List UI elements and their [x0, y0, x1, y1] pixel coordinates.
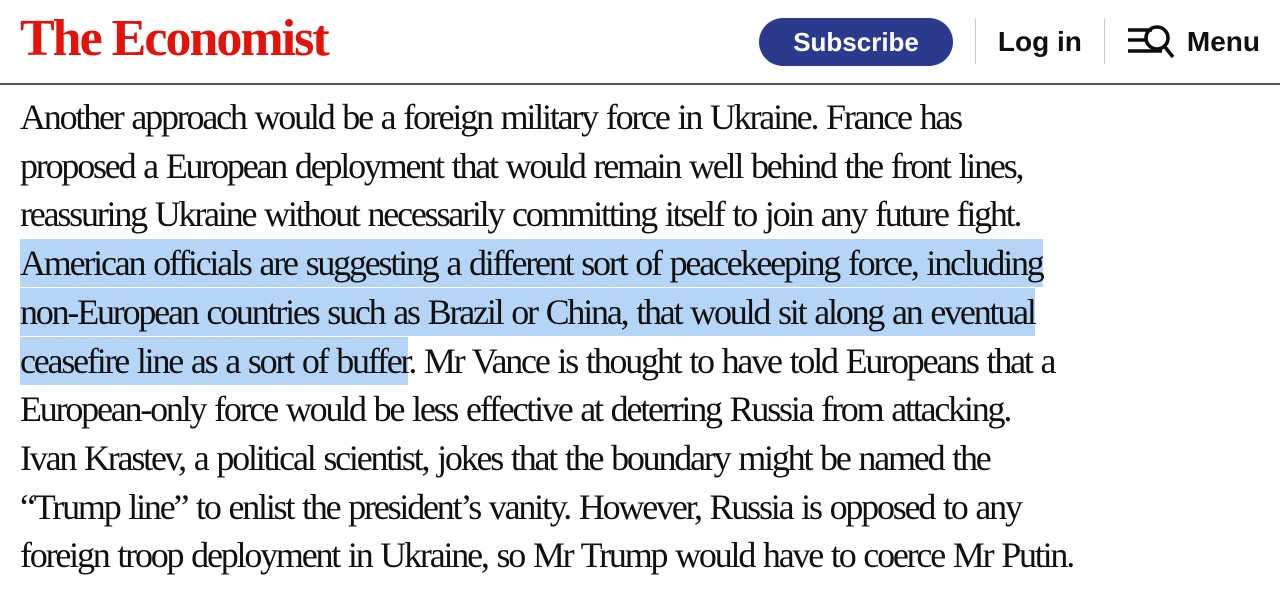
- article-line: ceasefire line as a sort of buffer. Mr V…: [20, 336, 1260, 386]
- economist-logo[interactable]: The Economist: [20, 9, 330, 67]
- article-line: reassuring Ukraine without necessarily c…: [20, 190, 1260, 239]
- hamburger-search-icon: [1127, 24, 1175, 58]
- article-line: “Trump line” to enlist the president’s v…: [20, 483, 1260, 532]
- article-line: Another approach would be a foreign mili…: [20, 93, 1260, 142]
- article-line: Ivan Krastev, a political scientist, jok…: [20, 434, 1260, 483]
- article-line: foreign troop deployment in Ukraine, so …: [20, 531, 1260, 580]
- selected-text: American officials are suggesting a diff…: [20, 239, 1045, 288]
- selected-text: non-European countries such as Brazil or…: [20, 287, 1037, 336]
- article-text-segment: reassuring Ukraine without necessarily c…: [20, 194, 1023, 235]
- menu-label: Menu: [1186, 25, 1260, 57]
- login-link[interactable]: Log in: [997, 25, 1082, 57]
- article-line: proposed a European deployment that woul…: [20, 142, 1260, 191]
- header-actions: Subscribe Log in Menu: [759, 17, 1260, 66]
- article-line: European-only force would be less effect…: [20, 385, 1260, 434]
- article-text-segment: European-only force would be less effect…: [20, 389, 1012, 430]
- subscribe-button[interactable]: Subscribe: [759, 17, 953, 66]
- article-text-segment: Ivan Krastev, a political scientist, jok…: [20, 437, 992, 478]
- article-text-segment: “Trump line” to enlist the president’s v…: [20, 486, 1023, 527]
- selected-text: ceasefire line as a sort of buffer: [20, 336, 411, 385]
- article-text-segment: foreign troop deployment in Ukraine, so …: [20, 535, 1075, 576]
- article-text-segment: . Mr Vance is thought to have told Europ…: [408, 340, 1056, 381]
- article-text-segment: proposed a European deployment that woul…: [20, 145, 1025, 186]
- vertical-divider: [1103, 19, 1105, 64]
- article-body: Another approach would be a foreign mili…: [0, 85, 1280, 580]
- article-text: Another approach would be a foreign mili…: [20, 93, 1260, 580]
- article-text-segment: Another approach would be a foreign mili…: [20, 97, 963, 137]
- site-header: The Economist Subscribe Log in Menu: [0, 0, 1280, 85]
- vertical-divider: [974, 19, 976, 64]
- article-line: non-European countries such as Brazil or…: [20, 287, 1260, 337]
- menu-button[interactable]: Menu: [1127, 23, 1260, 61]
- article-line: American officials are suggesting a diff…: [20, 239, 1260, 288]
